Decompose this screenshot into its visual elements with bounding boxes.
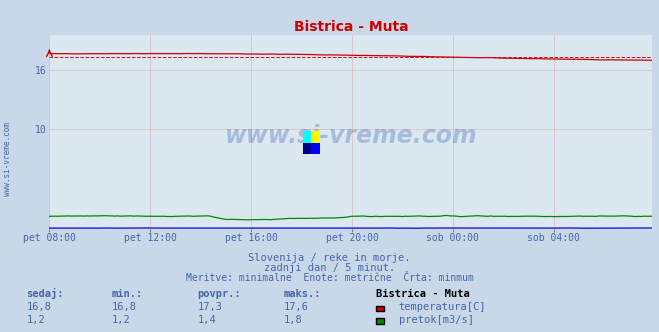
Text: Meritve: minimalne  Enote: metrične  Črta: minmum: Meritve: minimalne Enote: metrične Črta:…: [186, 273, 473, 283]
Title: Bistrica - Muta: Bistrica - Muta: [294, 20, 408, 34]
Text: zadnji dan / 5 minut.: zadnji dan / 5 minut.: [264, 263, 395, 273]
Text: 1,8: 1,8: [283, 315, 302, 325]
Text: 17,3: 17,3: [198, 302, 223, 312]
Text: www.si-vreme.com: www.si-vreme.com: [225, 124, 477, 148]
Text: www.si-vreme.com: www.si-vreme.com: [3, 123, 13, 196]
Text: 1,2: 1,2: [26, 315, 45, 325]
Bar: [312, 131, 320, 143]
Text: 1,4: 1,4: [198, 315, 216, 325]
Text: 17,6: 17,6: [283, 302, 308, 312]
Text: sedaj:: sedaj:: [26, 288, 64, 299]
Bar: [303, 131, 312, 143]
Text: 1,2: 1,2: [112, 315, 130, 325]
Text: temperatura[C]: temperatura[C]: [399, 302, 486, 312]
Text: pretok[m3/s]: pretok[m3/s]: [399, 315, 474, 325]
Text: 16,8: 16,8: [112, 302, 137, 312]
Text: 16,8: 16,8: [26, 302, 51, 312]
Bar: [303, 143, 312, 154]
Text: Bistrica - Muta: Bistrica - Muta: [376, 289, 469, 299]
Text: Slovenija / reke in morje.: Slovenija / reke in morje.: [248, 253, 411, 263]
Text: maks.:: maks.:: [283, 289, 321, 299]
Text: povpr.:: povpr.:: [198, 289, 241, 299]
Bar: [312, 143, 320, 154]
Text: min.:: min.:: [112, 289, 143, 299]
